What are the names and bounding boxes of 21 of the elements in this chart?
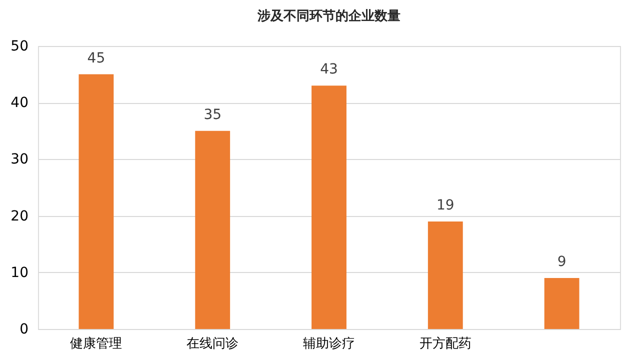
y-tick-label: 30 [10, 152, 28, 168]
bar [195, 130, 230, 329]
x-tick-label: 在线问诊 [186, 336, 239, 352]
bar [78, 74, 114, 329]
data-label: 9 [557, 254, 566, 270]
data-label: 19 [436, 197, 454, 214]
y-tick-label: 0 [20, 322, 28, 338]
x-tick-label: 健康管理 [70, 336, 122, 352]
y-tick-label: 40 [10, 95, 28, 112]
bar [428, 221, 463, 329]
chart-title: 涉及不同环节的企业数量 [256, 9, 400, 24]
bar [312, 86, 346, 329]
data-label: 35 [204, 106, 222, 123]
y-tick-label: 10 [10, 264, 28, 281]
y-tick-label: 50 [10, 38, 28, 54]
data-label: 45 [87, 50, 106, 66]
data-label: 43 [320, 62, 338, 78]
bar [544, 278, 580, 329]
x-tick-label: 开方配药 [419, 336, 472, 352]
x-tick-label: 辅助诊疗 [303, 336, 355, 352]
y-tick-label: 20 [10, 208, 28, 224]
